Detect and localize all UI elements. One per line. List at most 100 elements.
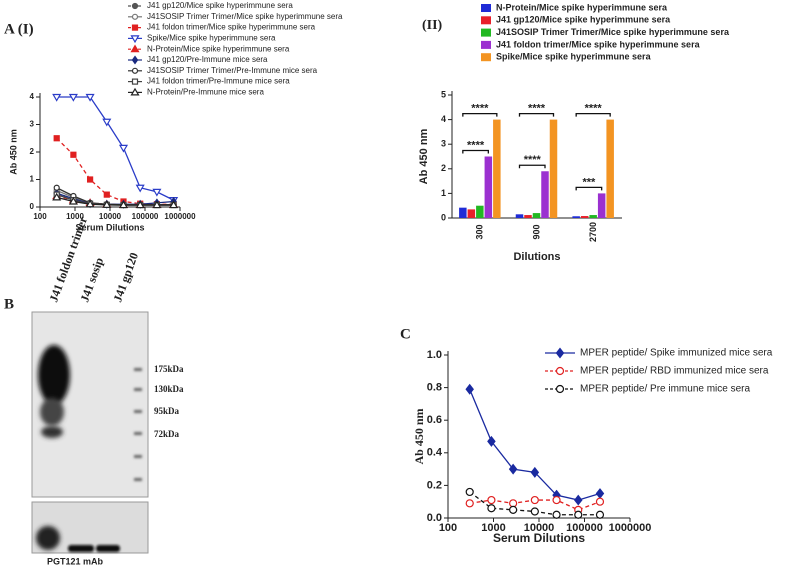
series-line [469,388,601,501]
blot-band [36,526,60,550]
significance-bracket [575,112,611,117]
data-point [52,192,62,201]
data-point [487,504,496,513]
data-point [53,135,60,142]
data-point [53,184,60,191]
bar [541,171,549,218]
ladder [134,368,142,481]
x-tick-label: 2700 [588,222,598,242]
blot-band [41,426,63,438]
x-tick-label: 100000 [132,212,159,221]
bar [572,216,580,218]
legend-marker [555,366,565,376]
legend-label: J41SOSIP Trimer Trimer/Mice spike hyperi… [147,12,343,21]
panel-label: B [4,296,14,312]
y-axis-title: Ab 450 nm [412,408,426,464]
y-tick-label: 2 [441,163,446,173]
legend-marker [131,67,139,74]
y-tick-label: 5 [441,89,446,99]
legend-marker [130,87,140,96]
x-axis-title: Serum Dilutions [75,222,144,232]
data-point [169,200,179,209]
x-axis-title: Serum Dilutions [493,531,585,545]
y-tick-label: 0.4 [427,447,443,459]
data-point [152,200,162,209]
significance-label: **** [528,103,546,115]
mw-marker: 175kDa [154,364,184,374]
data-point [530,507,539,516]
data-point [465,383,474,395]
significance-bracket [462,149,489,154]
legend-label: J41 gp120/Pre-Immune mice sera [147,55,268,64]
significance-label: **** [467,139,485,151]
x-tick-label: 100000 [566,522,603,534]
y-tick-label: 1 [441,188,446,198]
series-line [56,137,174,205]
legend-label: J41SOSIP Trimer Trimer/Mice spike hyperi… [496,27,730,37]
x-tick-label: 1000 [66,212,84,221]
x-tick-label: 1000000 [609,522,652,534]
x-tick-label: 900 [531,224,541,239]
data-point [118,200,129,209]
data-point [68,93,78,102]
significance-bracket [518,112,555,117]
lane-label: J41 gp120 [110,251,141,304]
x-tick-label: 100 [33,212,47,221]
data-point [135,200,145,209]
blot-band [38,345,70,405]
data-point [573,494,583,506]
legend-marker [555,347,565,359]
legend-marker [131,55,139,65]
bar [549,119,558,218]
data-point [552,495,561,505]
data-point [509,505,518,514]
blot-caption: PGT121 mAb [47,556,104,566]
x-tick-label: 1000 [481,522,505,534]
blot-band [96,545,120,552]
legend-label: J41 gp120/Mice spike hyperimmune sera [496,15,671,25]
x-tick-label: 100 [439,522,457,534]
lane-label: J41 sosip [77,255,106,304]
data-point [530,466,540,478]
legend-marker [131,13,139,20]
legend-label: MPER peptide/ Spike immunized mice sera [580,348,773,359]
data-point [552,510,561,519]
mw-marker: 130kDa [154,384,184,394]
series-line [56,96,174,201]
legend-label: N-Protein/Mice spike hyperimmune sera [496,2,668,12]
y-tick-label: 4 [30,92,35,101]
blot-band [68,545,94,552]
data-point [103,191,110,198]
blot-band [40,398,64,426]
y-axis-title: Ab 450 nm [418,128,430,184]
y-tick-label: 4 [441,114,446,124]
legend-label: Spike/Mice spike hyperimmune sera [496,52,652,62]
x-axis-title: Dilutions [513,251,560,263]
bar [580,216,589,218]
legend-label: J41 foldon trimer/Pre-Immune mice sera [147,77,290,86]
legend-label: N-Protein/Pre-Immune mice sera [147,88,264,97]
legend-label: MPER peptide/ Pre immune mice sera [580,384,751,395]
legend-marker [555,384,565,394]
data-point [595,510,605,519]
western-blot: J41 foldon trimer J41 sosip J41 gp120 17… [31,214,184,566]
legend-label: Spike/Mice spike hyperimmune sera [147,34,276,43]
legend-label: J41 foldon trimer/Mice spike hyperimmune… [147,23,316,32]
data-point [487,435,496,447]
bar [606,119,614,218]
data-point [574,510,583,519]
panel-label: A (I) [4,21,34,37]
data-point [135,184,145,193]
legend-marker [131,2,139,10]
bar [532,213,541,218]
legend-label: N-Protein/Mice spike hyperimmune sera [147,44,290,53]
data-point [85,199,95,208]
x-tick-label: 10000 [99,212,122,221]
legend-label: MPER peptide/ RBD immunized mice sera [580,366,769,377]
y-tick-label: 1.0 [427,349,442,361]
legend-swatch [481,40,491,49]
significance-label: **** [471,103,489,115]
data-point [487,495,496,505]
y-tick-label: 0.8 [427,382,442,394]
